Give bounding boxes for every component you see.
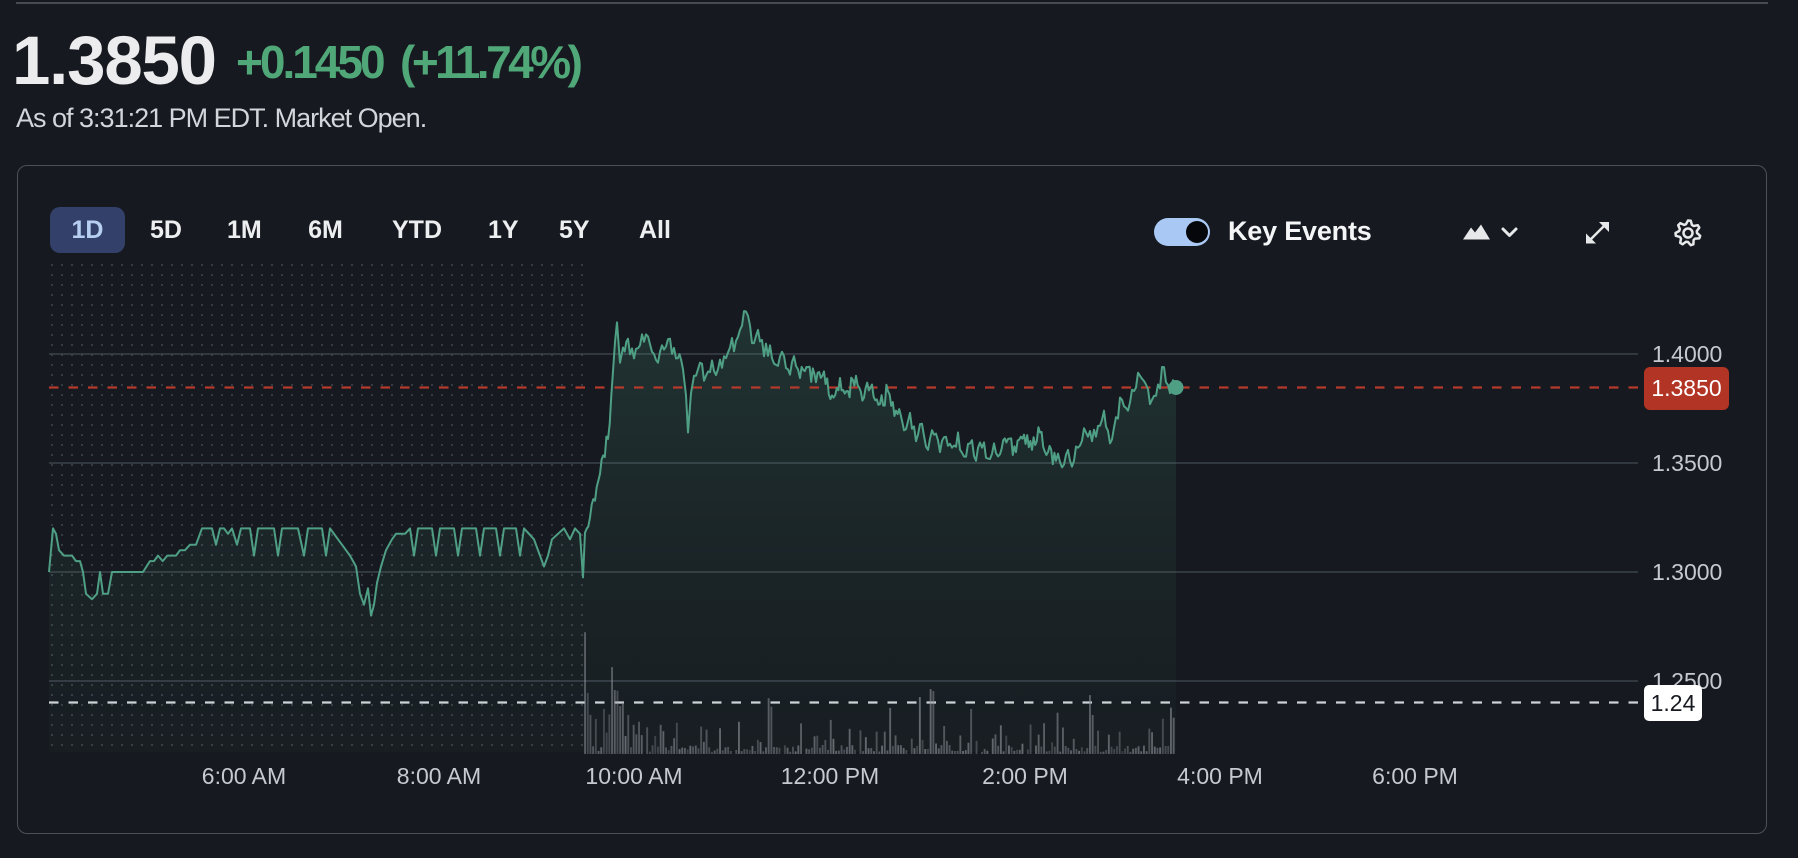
- svg-text:1.4000: 1.4000: [1652, 341, 1722, 367]
- svg-text:10:00 AM: 10:00 AM: [585, 763, 682, 789]
- svg-text:4:00 PM: 4:00 PM: [1177, 763, 1263, 789]
- svg-text:1.3500: 1.3500: [1652, 450, 1722, 476]
- svg-text:6:00 AM: 6:00 AM: [202, 763, 286, 789]
- svg-text:8:00 AM: 8:00 AM: [397, 763, 481, 789]
- svg-text:1.3000: 1.3000: [1652, 559, 1722, 585]
- svg-text:12:00 PM: 12:00 PM: [781, 763, 879, 789]
- svg-text:6:00 PM: 6:00 PM: [1372, 763, 1458, 789]
- svg-text:2:00 PM: 2:00 PM: [982, 763, 1068, 789]
